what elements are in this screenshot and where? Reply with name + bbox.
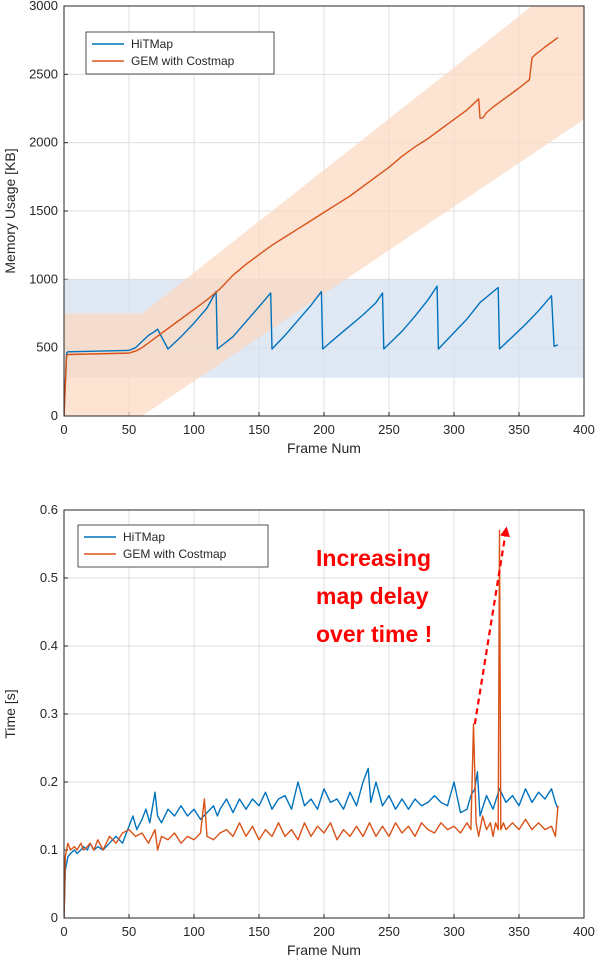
legend-box (85, 31, 275, 75)
timing-plot: 0 50 100 150 200 250 300 350 400 0 0.1 0.2 0.3 0.4 0.5… (2, 502, 595, 958)
x-tick-label: 200 (313, 924, 335, 939)
x-tick-label: 0 (60, 422, 67, 437)
x-tick-label: 50 (122, 924, 136, 939)
annotation-text: Increasing (316, 545, 431, 571)
axes-frame (63, 509, 585, 919)
x-tick-label: 100 (183, 422, 205, 437)
x-tick-label: 250 (378, 924, 400, 939)
axes-frame (63, 5, 585, 417)
legend: HiTMap GEM with Costmap (77, 524, 269, 568)
y-tick-label: 2000 (29, 135, 58, 150)
x-tick-label: 300 (443, 422, 465, 437)
y-tick-label: 0 (51, 408, 58, 423)
legend: HiTMap GEM with Costmap (85, 31, 275, 75)
series-group (64, 529, 559, 918)
x-tick-label: 400 (573, 422, 595, 437)
y-tick-label: 0.1 (40, 842, 58, 857)
y-tick-label: 0.4 (40, 638, 58, 653)
y-tick-label: 0.6 (40, 502, 58, 517)
x-tick-label: 0 (60, 924, 67, 939)
y-tick-label: 0.3 (40, 706, 58, 721)
y-tick-label: 3000 (29, 0, 58, 13)
x-axis-label: Frame Num (287, 942, 361, 958)
y-tick-label: 500 (36, 340, 58, 355)
y-axis-label: Time [s] (2, 689, 18, 738)
x-tick-label: 300 (443, 924, 465, 939)
legend-entry: GEM with Costmap (123, 547, 227, 561)
series-line-gem-costmap (64, 36, 559, 416)
y-tick-label: 0.5 (40, 570, 58, 585)
x-tick-label: 200 (313, 422, 335, 437)
legend-entry: GEM with Costmap (131, 54, 235, 68)
x-tick-label: 50 (122, 422, 136, 437)
annotation: Increasing map delay over time ! (316, 526, 510, 725)
y-axis-label: Memory Usage [KB] (2, 148, 18, 273)
legend-entry: HiTMap (123, 530, 165, 544)
x-axis-label: Frame Num (287, 440, 361, 456)
series-line-gem-costmap (64, 529, 559, 918)
band-gem-costmap (64, 6, 584, 416)
x-tick-label: 150 (248, 422, 270, 437)
y-tick-label: 2500 (29, 66, 58, 81)
x-tick-label: 350 (508, 422, 530, 437)
y-tick-label: 1000 (29, 271, 58, 286)
y-tick-label: 0.2 (40, 774, 58, 789)
legend-box (77, 524, 269, 568)
memory-usage-plot: 0 50 100 150 200 250 300 350 400 0 500 1000 1500 2000… (2, 0, 595, 456)
annotation-text: map delay (316, 583, 429, 609)
y-tick-label: 1500 (29, 203, 58, 218)
series-line-hitmap (64, 285, 559, 416)
series-group (64, 6, 584, 416)
x-tick-label: 400 (573, 924, 595, 939)
legend-entry: HiTMap (131, 37, 173, 51)
x-tick-label: 350 (508, 924, 530, 939)
y-tick-label: 0 (51, 910, 58, 925)
x-tick-label: 250 (378, 422, 400, 437)
annotation-text: over time ! (316, 621, 432, 647)
annotation-arrow (473, 526, 510, 725)
x-tick-label: 150 (248, 924, 270, 939)
x-tick-label: 100 (183, 924, 205, 939)
